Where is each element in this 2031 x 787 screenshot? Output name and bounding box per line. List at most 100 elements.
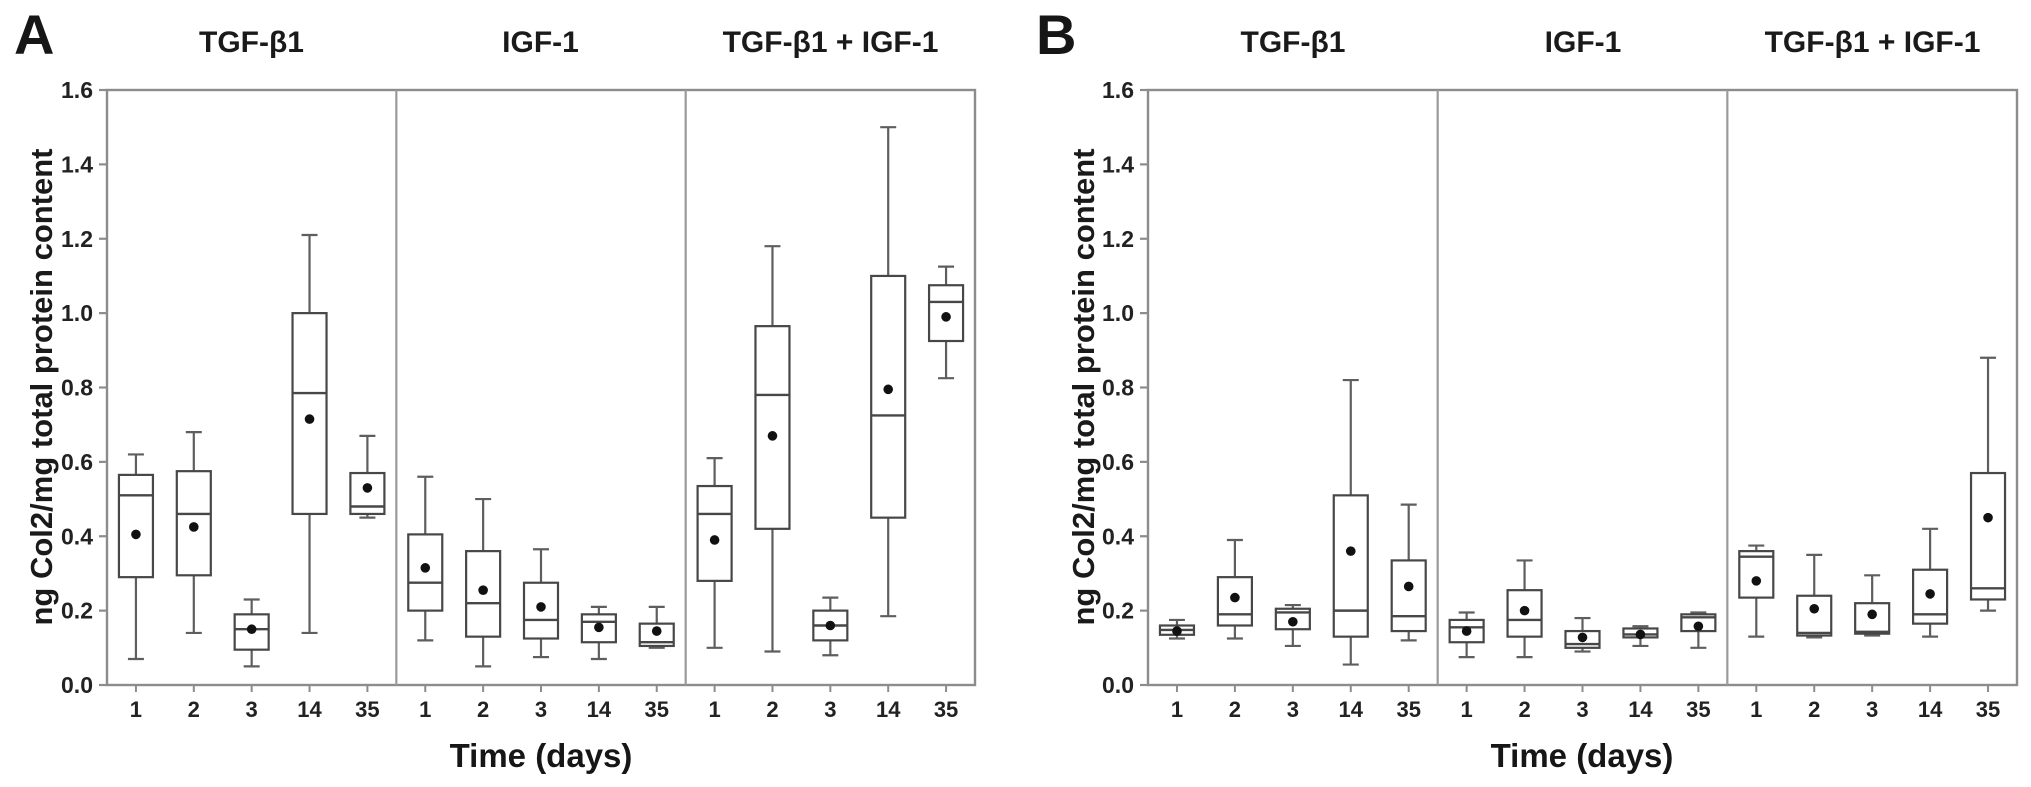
y-tick-label: 1.0 xyxy=(61,300,93,326)
box xyxy=(1738,550,1775,599)
mean-dot xyxy=(709,535,720,545)
x-tick-label: 14 xyxy=(1918,697,1943,722)
x-tick-label: 35 xyxy=(934,697,958,722)
box xyxy=(696,484,733,582)
x-tick-label: 35 xyxy=(1686,697,1710,722)
y-tick-label: 1.4 xyxy=(61,151,93,177)
y-tick-label: 0.2 xyxy=(1102,598,1134,624)
x-tick-label: 2 xyxy=(477,697,489,722)
mean-dot xyxy=(1577,632,1588,643)
box xyxy=(1969,471,2007,601)
panel-a-x-axis-title: Time (days) xyxy=(449,737,633,774)
x-tick-label: 1 xyxy=(708,697,720,722)
y-tick-label: 0.0 xyxy=(61,672,93,698)
y-tick-label: 0.6 xyxy=(1102,449,1134,475)
mean-dot xyxy=(1635,629,1646,640)
x-tick-label: 3 xyxy=(824,697,836,722)
box xyxy=(291,312,328,516)
x-tick-label: 3 xyxy=(1287,697,1299,722)
mean-dot xyxy=(883,384,893,395)
x-tick-label: 35 xyxy=(1396,697,1420,722)
mean-dot xyxy=(1345,546,1356,556)
x-tick-label: 14 xyxy=(1628,697,1653,722)
y-tick-label: 0.0 xyxy=(1102,672,1134,698)
panel-b-letter: B xyxy=(1036,3,1077,66)
y-tick-label: 0.8 xyxy=(61,375,93,401)
y-tick-label: 1.4 xyxy=(1102,151,1134,177)
panel-b-title-tgf: TGF-β1 xyxy=(1240,26,1346,59)
x-tick-label: 35 xyxy=(355,697,379,722)
x-tick-label: 1 xyxy=(1461,697,1473,722)
mean-dot xyxy=(478,585,488,595)
panel-b-x-axis-title: Time (days) xyxy=(1490,737,1674,774)
y-tick-label: 0.4 xyxy=(61,523,93,549)
x-tick-label: 2 xyxy=(1808,697,1820,722)
panel-b-title-tgf-igf: TGF-β1 + IGF-1 xyxy=(1764,26,1981,59)
y-tick-label: 1.2 xyxy=(1102,226,1134,252)
mean-dot xyxy=(536,602,546,612)
mean-dot xyxy=(1403,581,1414,592)
mean-dot xyxy=(1925,589,1935,599)
y-tick-label: 1.0 xyxy=(1102,300,1134,326)
mean-dot xyxy=(246,624,257,635)
mean-dot xyxy=(1519,605,1530,616)
x-tick-label: 1 xyxy=(130,697,142,722)
mean-dot xyxy=(767,431,778,441)
mean-dot xyxy=(651,626,662,636)
panel-a-title-tgf: TGF-β1 xyxy=(199,26,304,59)
y-tick-label: 0.2 xyxy=(61,598,93,624)
x-tick-label: 2 xyxy=(188,697,200,722)
box xyxy=(1506,589,1543,638)
panel-a-title-tgf-igf: TGF-β1 + IGF-1 xyxy=(722,26,939,59)
y-tick-label: 0.4 xyxy=(1102,523,1134,549)
box xyxy=(754,325,791,530)
x-tick-label: 3 xyxy=(1866,697,1878,722)
mean-dot xyxy=(1230,592,1240,603)
x-tick-label: 2 xyxy=(766,697,778,722)
mean-dot xyxy=(189,522,199,532)
mean-dot xyxy=(420,563,431,573)
box xyxy=(1390,559,1427,633)
mean-dot xyxy=(1461,626,1472,636)
mean-dot xyxy=(1867,609,1877,620)
mean-dot xyxy=(1172,626,1182,636)
mean-dot xyxy=(1983,512,1993,523)
x-tick-label: 35 xyxy=(644,697,668,722)
x-tick-label: 14 xyxy=(587,697,612,722)
y-tick-label: 0.6 xyxy=(61,449,93,475)
panel-a-letter: A xyxy=(14,3,55,66)
x-tick-label: 2 xyxy=(1518,697,1530,722)
plot-frame xyxy=(1146,88,2019,687)
y-tick-label: 0.8 xyxy=(1102,375,1134,401)
x-tick-label: 1 xyxy=(1750,697,1762,722)
panel-a-title-igf: IGF-1 xyxy=(502,26,579,59)
y-tick-label: 1.6 xyxy=(1102,77,1134,103)
mean-dot xyxy=(131,529,141,540)
mean-dot xyxy=(1288,616,1298,627)
mean-dot xyxy=(1751,576,1762,586)
mean-dot xyxy=(941,312,951,322)
box xyxy=(349,471,386,516)
x-tick-label: 14 xyxy=(1339,697,1364,722)
x-tick-label: 14 xyxy=(297,697,322,722)
y-tick-label: 1.2 xyxy=(61,226,93,252)
mean-dot xyxy=(362,483,373,493)
x-tick-label: 1 xyxy=(1171,697,1183,722)
mean-dot xyxy=(1809,603,1820,614)
panel-b-title-igf: IGF-1 xyxy=(1544,26,1622,59)
x-tick-label: 2 xyxy=(1229,697,1241,722)
mean-dot xyxy=(304,414,315,424)
box xyxy=(1332,494,1369,638)
mean-dot xyxy=(1693,621,1704,632)
x-tick-label: 14 xyxy=(876,697,901,722)
box xyxy=(117,473,155,579)
box xyxy=(870,274,907,519)
mean-dot xyxy=(594,622,604,633)
mean-dot xyxy=(825,620,836,631)
box xyxy=(1796,594,1833,637)
x-tick-label: 3 xyxy=(246,697,258,722)
x-tick-label: 35 xyxy=(1976,697,2000,722)
x-tick-label: 1 xyxy=(419,697,431,722)
